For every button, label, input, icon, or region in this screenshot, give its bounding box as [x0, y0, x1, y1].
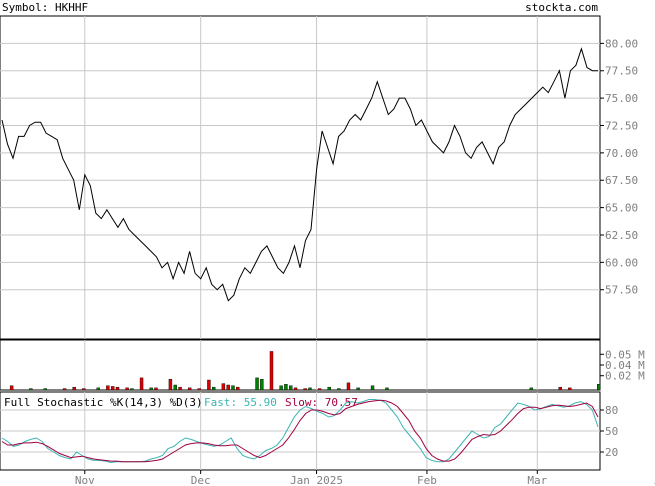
volume-bar — [558, 386, 562, 391]
price-tick-label: 60.00 — [605, 256, 638, 269]
volume-bar — [130, 388, 134, 391]
volume-bar — [303, 388, 307, 391]
volume-bar — [212, 386, 216, 391]
volume-bar — [260, 379, 264, 391]
price-tick-label: 57.50 — [605, 284, 638, 297]
stochastic-tick-label: 80 — [605, 404, 618, 417]
volume-bar — [173, 384, 177, 391]
stochastic-tick-label: 50 — [605, 425, 618, 438]
volume-bar — [197, 388, 201, 391]
volume-bar — [154, 387, 158, 391]
volume-bar — [236, 386, 240, 391]
price-tick-label: 67.50 — [605, 174, 638, 187]
price-axis: 80.00 77.50 75.00 72.50 70.00 67.50 65.00 62.50… — [600, 37, 638, 297]
volume-bar — [370, 385, 375, 391]
volume-tick-label: 0.02 M — [605, 370, 645, 383]
volume-bar — [96, 387, 100, 391]
volume-bar — [279, 385, 283, 391]
stochastic-axis: 80 50 20 — [600, 404, 618, 459]
volume-bar — [168, 379, 173, 391]
volume-bar — [62, 388, 67, 391]
volume-bar — [317, 388, 322, 391]
volume-bar — [149, 387, 153, 391]
x-tick-label: Nov — [75, 474, 95, 486]
volume-bar — [226, 384, 230, 391]
volume-bar — [178, 386, 182, 391]
volume-bar — [293, 387, 298, 391]
volume-axis: 0.05 M0.04 M0.02 M — [600, 348, 645, 383]
price-tick-label: 62.50 — [605, 229, 638, 242]
volume-bar — [221, 383, 226, 391]
x-tick-label: Feb — [417, 474, 437, 486]
slow-stochastic-line — [1, 399, 599, 463]
volume-bar — [597, 384, 601, 391]
volume-bar — [568, 387, 572, 391]
volume-bars — [9, 351, 601, 391]
volume-bar — [110, 386, 115, 391]
site-label: stockta.com — [525, 1, 598, 14]
stochastic-title: Full Stochastic %K(14,3) %D(3) — [4, 396, 203, 409]
volume-bar — [337, 388, 341, 391]
volume-tick-label: 0.04 M — [605, 359, 645, 372]
volume-bar — [385, 387, 389, 391]
x-tick-label: Mar — [527, 474, 547, 486]
volume-bar — [72, 386, 76, 391]
volume-bar — [29, 388, 33, 391]
volume-bar — [308, 387, 312, 391]
price-tick-label: 75.00 — [605, 92, 638, 105]
volume-bar — [269, 351, 274, 391]
volume-bar — [327, 386, 331, 391]
price-tick-label: 77.50 — [605, 65, 638, 78]
price-panel-frame — [0, 15, 601, 340]
price-line — [1, 47, 598, 302]
price-tick-label: 72.50 — [605, 119, 638, 132]
volume-bar — [284, 384, 288, 391]
price-series — [1, 47, 598, 302]
grid-lines — [0, 16, 600, 470]
volume-bar — [139, 377, 144, 391]
volume-bar — [43, 388, 48, 391]
price-tick-label: 80.00 — [605, 37, 638, 50]
stochastic-series — [1, 399, 599, 464]
symbol-label: Symbol: HKHHF — [2, 1, 88, 14]
volume-panel-frame — [0, 339, 601, 391]
volume-bar — [207, 379, 211, 391]
volume-bar — [529, 387, 534, 391]
volume-bar — [346, 382, 351, 391]
fast-stochastic-line — [1, 399, 599, 464]
volume-bar — [82, 388, 86, 391]
volume-bar — [289, 385, 293, 391]
volume-tick-label: 0.05 M — [605, 348, 645, 361]
stochastic-tick-label: 20 — [605, 446, 618, 459]
price-tick-label: 70.00 — [605, 147, 638, 160]
x-tick-label: Jan 2025 — [290, 474, 343, 486]
volume-bar — [125, 387, 129, 391]
slow-legend: Slow: 70.57 — [285, 396, 358, 409]
x-tick-label: Dec — [191, 474, 211, 486]
volume-bar — [356, 387, 360, 391]
volume-bar — [9, 385, 14, 391]
volume-bar — [187, 387, 192, 391]
volume-bar — [255, 377, 259, 391]
fast-legend: Fast: 55.90 — [204, 396, 277, 409]
price-tick-label: 65.00 — [605, 202, 638, 215]
volume-bar — [115, 386, 120, 391]
volume-bar — [231, 385, 235, 391]
volume-bar — [106, 385, 110, 391]
